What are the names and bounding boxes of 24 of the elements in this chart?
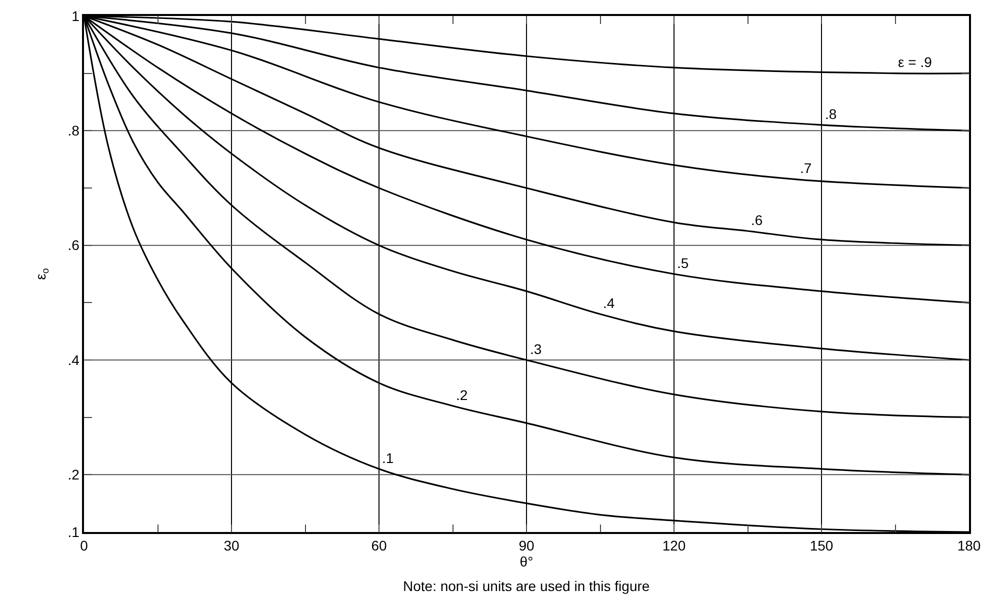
annotation: .4 xyxy=(603,295,615,311)
annotation: .6 xyxy=(751,212,763,228)
x-tick-label: 150 xyxy=(810,538,834,554)
x-tick-label: 60 xyxy=(371,538,387,554)
annotation: .1 xyxy=(382,450,394,466)
y-tick-label: .2 xyxy=(68,466,80,483)
annotation: .5 xyxy=(677,255,689,271)
x-tick-label: 30 xyxy=(224,538,240,554)
annotation: .2 xyxy=(456,387,468,403)
annotation: .8 xyxy=(825,106,837,122)
x-axis-title: θ° xyxy=(520,554,534,570)
y-tick-label: 1 xyxy=(72,8,80,24)
x-tick-label: 180 xyxy=(957,538,981,554)
x-tick-label: 90 xyxy=(518,538,534,554)
text: Note: non-si units are used in this figure xyxy=(403,578,650,594)
y-tick-label: .4 xyxy=(68,352,80,368)
x-tick-label: 0 xyxy=(80,538,88,554)
annotation: .7 xyxy=(800,160,812,176)
y-tick-label: .6 xyxy=(68,237,80,254)
y-tick-label: .1 xyxy=(68,524,80,540)
y-tick-label: .8 xyxy=(68,122,80,139)
x-tick-label: 120 xyxy=(662,538,686,554)
annotation: ε = .9 xyxy=(898,54,932,70)
annotation: .3 xyxy=(530,341,542,357)
